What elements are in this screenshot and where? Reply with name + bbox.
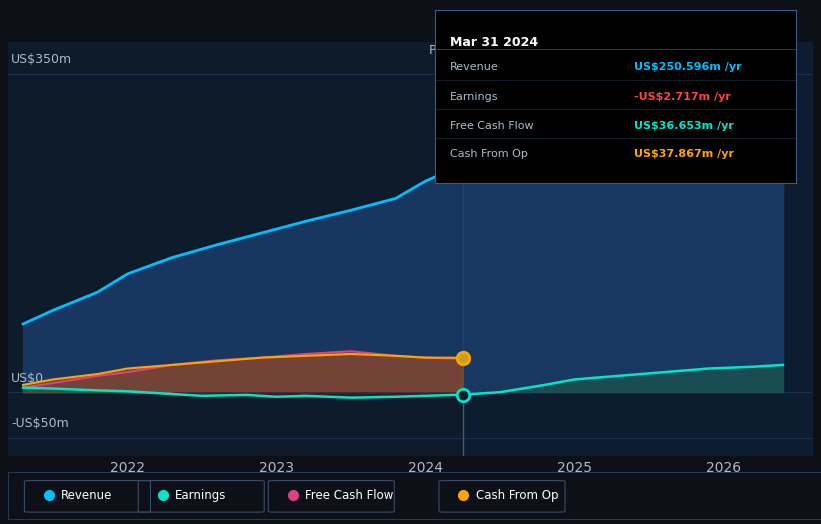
Text: US$350m: US$350m [11, 53, 72, 67]
Text: US$250.596m /yr: US$250.596m /yr [634, 62, 741, 72]
Text: Mar 31 2024: Mar 31 2024 [450, 37, 538, 49]
Text: Earnings: Earnings [450, 92, 498, 102]
Text: Cash From Op: Cash From Op [475, 489, 558, 501]
Text: US$36.653m /yr: US$36.653m /yr [634, 121, 734, 131]
Text: Free Cash Flow: Free Cash Flow [450, 121, 533, 131]
Text: -US$2.717m /yr: -US$2.717m /yr [634, 92, 731, 102]
Bar [463, 42, 813, 456]
Text: US$37.867m /yr: US$37.867m /yr [634, 149, 734, 159]
Text: Revenue: Revenue [450, 62, 498, 72]
Text: Revenue: Revenue [61, 489, 112, 501]
Text: Cash From Op: Cash From Op [450, 149, 527, 159]
Text: Earnings: Earnings [175, 489, 227, 501]
Text: Free Cash Flow: Free Cash Flow [305, 489, 393, 501]
Text: Past: Past [429, 45, 455, 58]
Text: -US$50m: -US$50m [11, 418, 69, 430]
Text: US$0: US$0 [11, 372, 44, 385]
Text: Analysts Forecasts: Analysts Forecasts [485, 45, 601, 58]
